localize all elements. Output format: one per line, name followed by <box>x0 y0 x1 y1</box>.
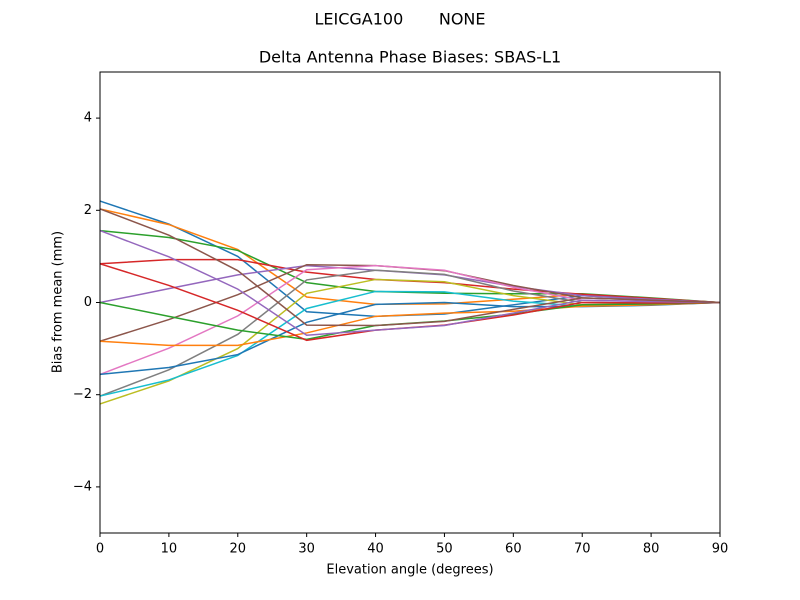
x-tick-label: 60 <box>505 542 522 557</box>
chart-title: Delta Antenna Phase Biases: SBAS-L1 <box>259 48 561 67</box>
suptitle: LEICGA100 NONE <box>314 10 485 29</box>
x-tick-label: 90 <box>712 542 729 557</box>
x-tick-label: 70 <box>574 542 591 557</box>
x-tick-label: 50 <box>436 542 453 557</box>
y-axis-label: Bias from mean (mm) <box>51 231 66 373</box>
x-tick-label: 10 <box>161 542 178 557</box>
y-tick-label: −2 <box>73 387 92 402</box>
y-tick-label: 2 <box>84 203 92 218</box>
x-tick-label: 40 <box>367 542 384 557</box>
y-tick-label: 4 <box>84 111 92 126</box>
data-line <box>99 301 721 347</box>
data-line <box>99 208 721 327</box>
y-tick-label: −4 <box>73 479 92 494</box>
x-axis-label: Elevation angle (degrees) <box>326 563 493 578</box>
data-line <box>99 229 721 336</box>
x-tick-label: 80 <box>643 542 660 557</box>
y-tick-label: 0 <box>84 295 92 310</box>
x-tick-label: 0 <box>96 542 104 557</box>
x-tick-label: 20 <box>230 542 247 557</box>
x-tick-label: 30 <box>298 542 315 557</box>
